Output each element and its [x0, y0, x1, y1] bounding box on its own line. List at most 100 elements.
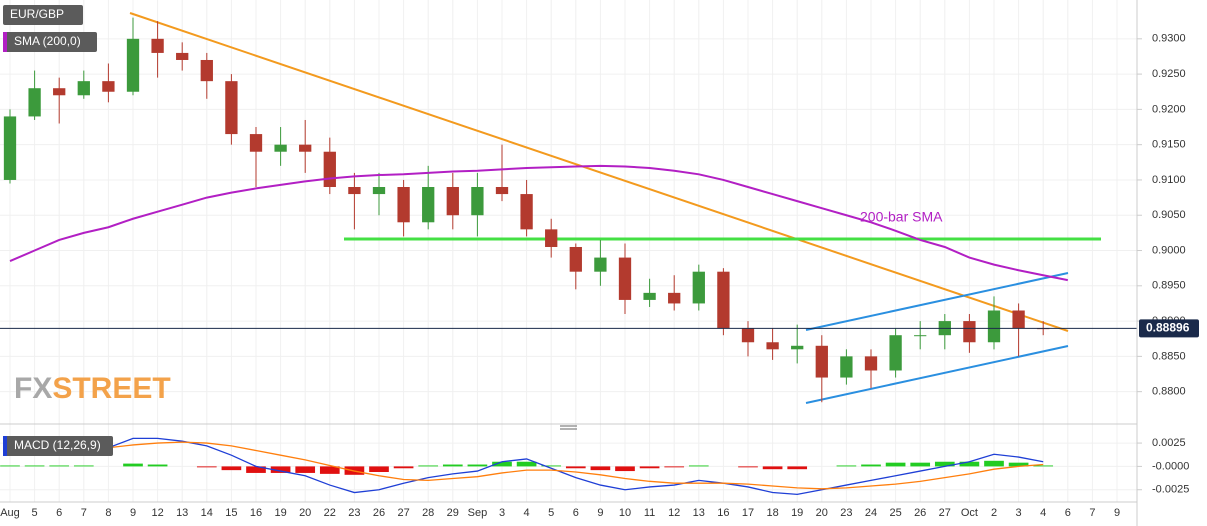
y-tick-label: 0.0025 — [1152, 437, 1186, 449]
macd-title-box — [3, 436, 113, 456]
histogram-bar — [615, 466, 635, 472]
x-tick-label: 5 — [548, 507, 554, 519]
histogram-bar — [393, 466, 414, 469]
histogram-bar — [590, 466, 611, 471]
candle-body — [471, 187, 484, 216]
x-tick-label: 26 — [914, 507, 926, 519]
candle-body — [274, 144, 287, 152]
candle-body — [372, 187, 386, 195]
x-tick-label: 16 — [717, 507, 729, 519]
x-tick-label: 20 — [299, 507, 311, 519]
sma-line — [9, 164, 1068, 282]
candle-body — [815, 345, 828, 378]
annotation: 200-bar SMA — [860, 209, 943, 225]
candle-body — [348, 187, 361, 195]
x-tick-label: 2 — [991, 507, 997, 519]
title-box — [3, 5, 83, 25]
candle-body — [126, 38, 140, 92]
x-tick-label: 9 — [1114, 507, 1120, 519]
histogram-bar — [664, 466, 685, 468]
candle-body — [643, 292, 656, 300]
candle-body — [422, 187, 435, 223]
y-tick-label: -0.0025 — [1152, 484, 1189, 496]
candle-body — [77, 81, 90, 96]
candle-body — [594, 257, 607, 272]
candle-body — [3, 116, 17, 180]
candle-body — [692, 271, 705, 304]
x-tick-label: 26 — [373, 507, 385, 519]
histogram-bar — [369, 466, 389, 472]
y-tick-label: 0.9100 — [1152, 174, 1186, 186]
y-tick-label: 0.9300 — [1152, 33, 1186, 45]
x-tick-label: 4 — [524, 507, 530, 519]
x-tick-label: 28 — [422, 507, 434, 519]
x-tick-label: 11 — [644, 507, 655, 519]
candle-body — [668, 292, 681, 304]
histogram-bar — [516, 461, 537, 467]
x-tick-label: 14 — [201, 507, 213, 519]
candle-body — [569, 246, 582, 272]
y-tick-label: 0.8800 — [1152, 386, 1186, 398]
histogram-bar — [196, 466, 217, 468]
watermark-street: STREET — [52, 372, 170, 405]
x-tick-label: 15 — [225, 507, 237, 519]
x-tick-label: 20 — [816, 507, 828, 519]
x-tick-label: 9 — [597, 507, 603, 519]
x-tick-label: 8 — [105, 507, 111, 519]
histogram-bar — [541, 465, 562, 467]
x-tick-label: 12 — [151, 507, 163, 519]
histogram-bar — [885, 462, 906, 467]
candle-body — [840, 356, 853, 378]
x-tick-label: Aug — [0, 507, 20, 519]
x-tick-label: 4 — [1040, 507, 1046, 519]
histogram-bar — [787, 466, 808, 470]
candle-body — [864, 356, 878, 371]
chart-title: EUR/GBP — [10, 7, 64, 21]
x-tick-label: 5 — [32, 507, 38, 519]
x-tick-label: 10 — [619, 507, 631, 519]
histogram-bar — [959, 461, 980, 467]
candle-body — [1012, 310, 1025, 329]
price-tag — [1139, 319, 1199, 338]
x-tick-label: 25 — [889, 507, 901, 519]
histogram-bar — [418, 465, 439, 467]
histogram-bar — [836, 465, 857, 467]
histogram-bar — [762, 466, 783, 470]
x-tick-label: 23 — [840, 507, 852, 519]
macd-line — [9, 437, 1044, 496]
histogram-bar — [738, 466, 758, 468]
histogram-bar — [861, 464, 881, 467]
histogram-bar — [984, 460, 1004, 467]
x-tick-label: 17 — [742, 507, 754, 519]
candle-body — [766, 342, 779, 350]
legend-box — [3, 32, 97, 52]
candle-body — [741, 328, 755, 343]
candle-body — [397, 187, 410, 223]
histogram-bar — [0, 465, 20, 467]
channel-upper — [805, 272, 1069, 331]
candle-body — [200, 59, 213, 82]
candle-body — [495, 187, 509, 195]
x-tick-label: 27 — [939, 507, 951, 519]
divider-handle[interactable] — [560, 425, 577, 430]
legend-label: SMA (200,0) — [14, 34, 81, 48]
histogram-bar — [934, 461, 955, 467]
legend-swatch — [3, 32, 7, 52]
macd-line — [9, 441, 1044, 490]
histogram-bar — [492, 461, 512, 467]
histogram-bar — [565, 466, 586, 469]
histogram-bar — [639, 466, 660, 469]
candle-body — [914, 335, 927, 337]
candle-body — [545, 229, 558, 247]
candle-body — [53, 88, 66, 96]
candle-body — [225, 81, 238, 135]
x-tick-label: 7 — [1089, 507, 1095, 519]
x-tick-label: 7 — [81, 507, 87, 519]
candle-body — [249, 134, 263, 152]
histogram-bar — [147, 464, 168, 467]
watermark-fx: FX — [14, 372, 52, 405]
y-tick-label: -0.0000 — [1152, 460, 1189, 472]
x-tick-label: 6 — [56, 507, 62, 519]
candle-body — [520, 194, 533, 230]
